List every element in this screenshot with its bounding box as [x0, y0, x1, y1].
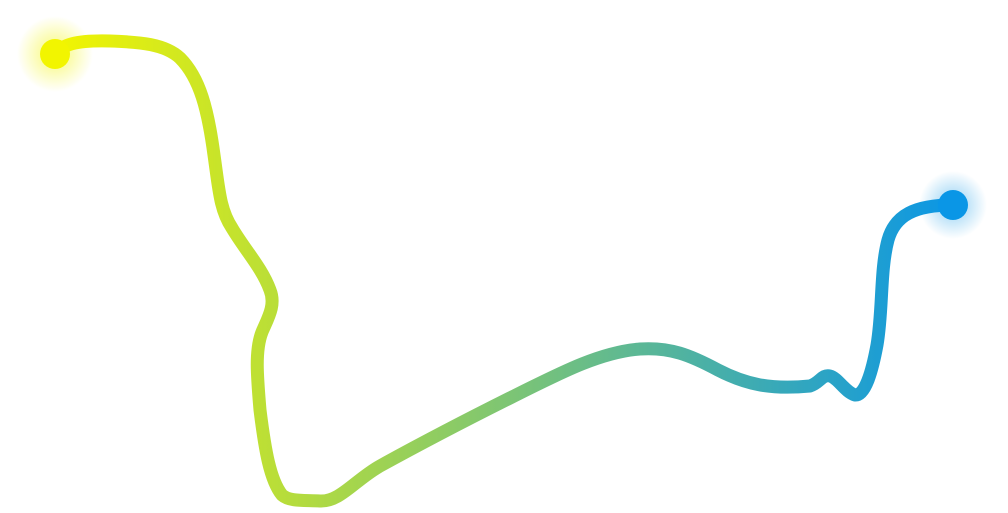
route-line: [48, 34, 960, 508]
start-marker-icon: [40, 39, 70, 69]
end-marker-icon: [938, 190, 968, 220]
